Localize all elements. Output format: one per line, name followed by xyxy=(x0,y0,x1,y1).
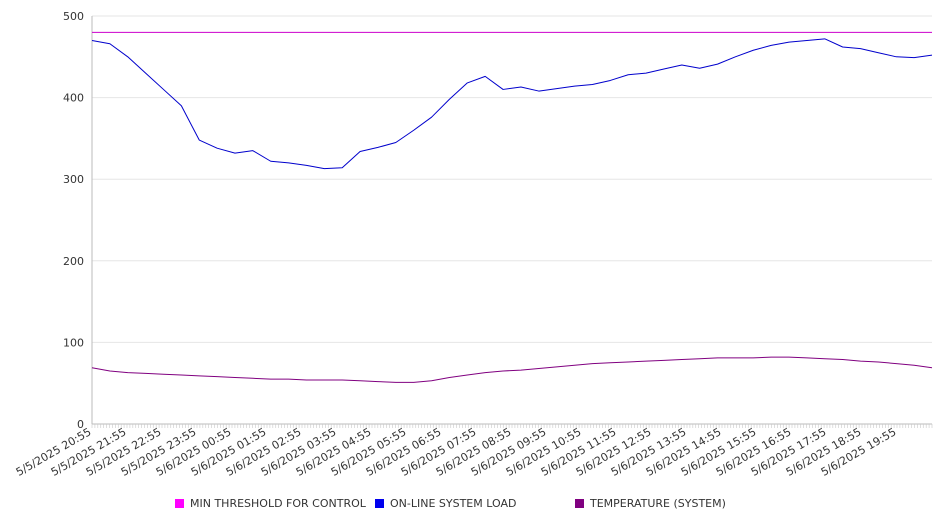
legend-label-system-load: ON-LINE SYSTEM LOAD xyxy=(390,497,517,510)
series-line-system-load xyxy=(91,38,933,170)
legend-label-threshold: MIN THRESHOLD FOR CONTROL xyxy=(190,497,366,510)
series-line-temperature xyxy=(91,356,933,383)
legend-label-temperature: TEMPERATURE (SYSTEM) xyxy=(590,497,726,510)
y-tick-label: 200 xyxy=(63,255,84,268)
legend: MIN THRESHOLD FOR CONTROL ON-LINE SYSTEM… xyxy=(0,497,946,517)
legend-swatch-temperature xyxy=(575,499,584,508)
legend-item-temperature: TEMPERATURE (SYSTEM) xyxy=(575,497,726,510)
y-tick-label: 500 xyxy=(63,10,84,23)
legend-swatch-system-load xyxy=(375,499,384,508)
y-tick-label: 300 xyxy=(63,173,84,186)
y-tick-label: 100 xyxy=(63,336,84,349)
y-tick-label: 0 xyxy=(77,418,84,431)
legend-item-threshold: MIN THRESHOLD FOR CONTROL xyxy=(175,497,366,510)
y-tick-label: 400 xyxy=(63,92,84,105)
legend-swatch-threshold xyxy=(175,499,184,508)
legend-item-system-load: ON-LINE SYSTEM LOAD xyxy=(375,497,516,510)
